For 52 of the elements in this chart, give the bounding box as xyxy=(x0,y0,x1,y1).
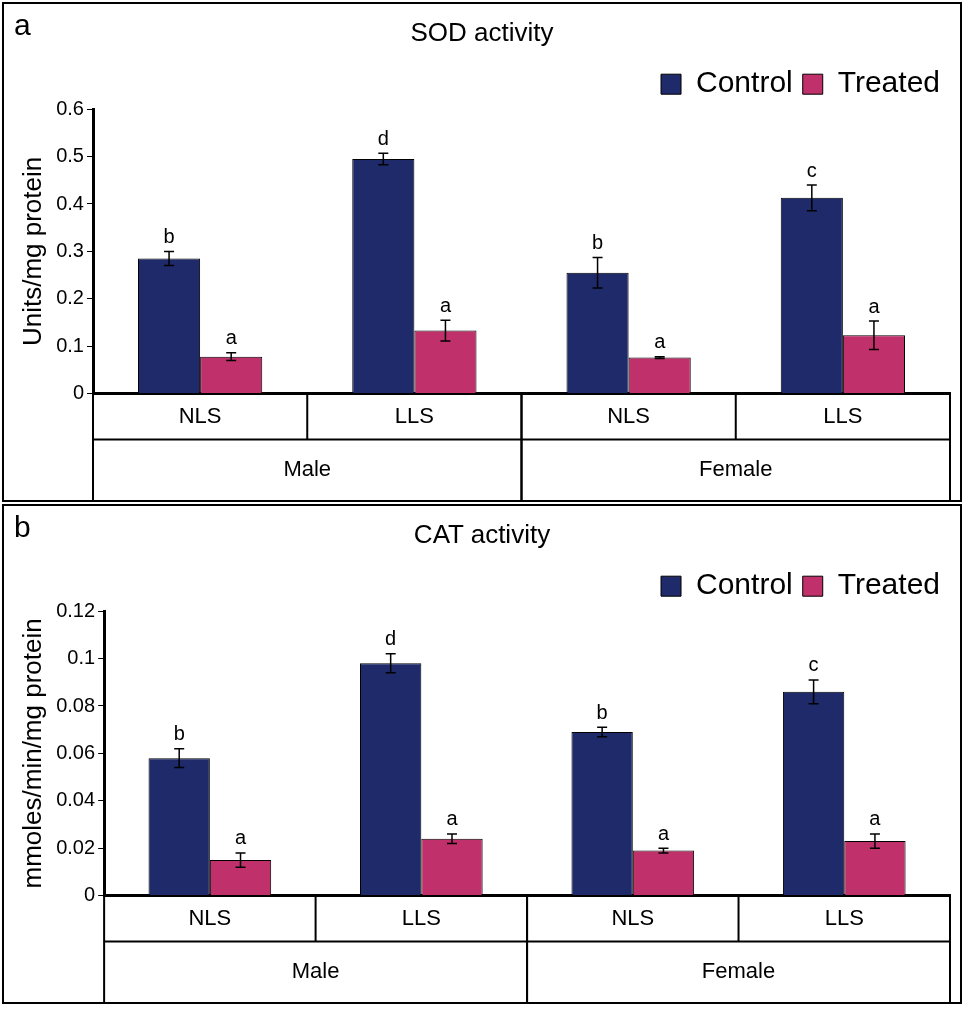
x-tick-label: NLS xyxy=(178,402,222,428)
chart-title: SOD activity xyxy=(410,16,554,47)
y-tick-label: 0.12 xyxy=(56,598,96,621)
data-label: a xyxy=(234,826,247,849)
y-axis-title: mmoles/min/mg protein xyxy=(16,618,47,889)
y-tick-label: 0.4 xyxy=(56,191,84,214)
x-tick-label: LLS xyxy=(401,904,441,930)
y-tick-label: 0.6 xyxy=(56,96,84,119)
chart-title: CAT activity xyxy=(413,518,551,549)
y-tick-label: 0 xyxy=(72,381,84,404)
y-tick-label: 0 xyxy=(84,883,96,906)
data-label: a xyxy=(869,807,882,830)
y-axis-title: Units/mg protein xyxy=(16,156,47,347)
legend-label: Treated xyxy=(837,567,941,601)
data-label: d xyxy=(385,627,397,650)
data-label: a xyxy=(446,807,459,830)
y-tick-label: 0.3 xyxy=(56,238,84,261)
y-tick-label: 0.04 xyxy=(56,788,96,811)
text: Male xyxy=(291,957,340,983)
text: Male xyxy=(283,455,332,481)
y-tick-label: 0.08 xyxy=(56,693,96,716)
y-tick-label: 0.1 xyxy=(67,646,96,669)
legend-label: Control xyxy=(696,567,793,601)
x-tick-label: NLS xyxy=(611,904,655,930)
data-label: c xyxy=(808,653,819,676)
data-label: b xyxy=(173,722,185,745)
text: a xyxy=(14,8,31,42)
y-tick-label: 0.06 xyxy=(56,740,96,763)
data-label: b xyxy=(596,700,608,723)
data-label: c xyxy=(806,158,817,181)
text: b xyxy=(14,510,31,544)
y-tick-label: 0.02 xyxy=(56,835,96,858)
data-label: b xyxy=(592,231,604,254)
data-label: a xyxy=(657,821,670,844)
legend-label: Control xyxy=(696,65,793,99)
x-tick-label: NLS xyxy=(188,904,232,930)
x-tick-label: LLS xyxy=(823,402,863,428)
data-label: d xyxy=(377,126,389,149)
text: Female xyxy=(699,455,773,481)
text: Female xyxy=(701,957,776,983)
legend-label: Treated xyxy=(837,65,941,99)
data-label: a xyxy=(654,330,667,353)
y-tick-label: 0.1 xyxy=(56,333,84,356)
data-label: a xyxy=(225,326,238,349)
y-tick-label: 0.2 xyxy=(56,286,84,309)
data-label: a xyxy=(439,293,452,316)
x-tick-label: LLS xyxy=(824,904,864,930)
y-tick-label: 0.5 xyxy=(56,144,84,167)
data-label: b xyxy=(163,224,175,247)
x-tick-label: NLS xyxy=(607,402,651,428)
data-label: a xyxy=(868,294,881,317)
x-tick-label: LLS xyxy=(394,402,434,428)
